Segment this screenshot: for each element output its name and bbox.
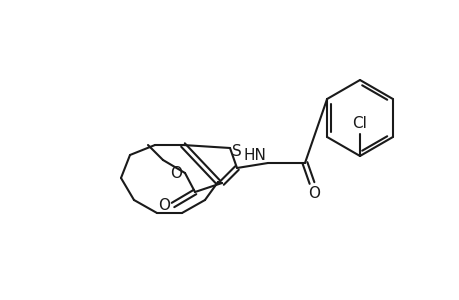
Text: O: O <box>157 197 170 212</box>
Text: S: S <box>232 145 241 160</box>
Text: O: O <box>308 185 319 200</box>
Text: Cl: Cl <box>352 116 367 131</box>
Text: HN: HN <box>242 148 265 163</box>
Text: O: O <box>170 166 182 181</box>
